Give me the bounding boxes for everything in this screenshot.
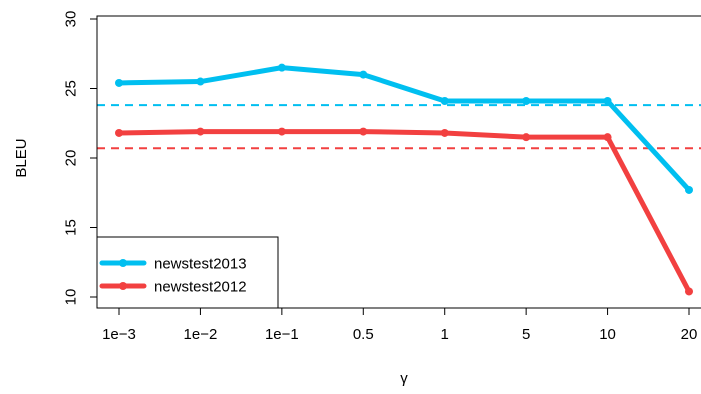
x-tick-label: 1e−1 <box>265 326 299 343</box>
y-tick-label: 20 <box>62 150 79 167</box>
plot-area <box>97 63 701 296</box>
y-tick-label: 25 <box>62 80 79 97</box>
x-tick-label: 1e−3 <box>102 326 136 343</box>
data-point-newstest2012 <box>277 127 286 136</box>
plot-frame <box>96 15 701 309</box>
data-point-newstest2013 <box>277 63 286 72</box>
data-point-newstest2012 <box>196 127 205 136</box>
x-axis-label: γ <box>400 370 408 387</box>
data-point-newstest2013 <box>359 70 368 79</box>
data-point-newstest2012 <box>522 133 531 142</box>
data-point-newstest2013 <box>196 77 205 86</box>
data-point-newstest2013 <box>115 78 123 87</box>
x-tick-label: 0.5 <box>353 326 374 343</box>
data-point-newstest2013 <box>440 97 449 106</box>
data-point-newstest2012 <box>685 287 693 296</box>
legend-box <box>96 236 279 309</box>
data-point-newstest2013 <box>603 97 612 106</box>
y-tick-label: 10 <box>62 289 79 306</box>
data-point-newstest2012 <box>603 133 612 142</box>
data-point-newstest2012 <box>115 128 123 137</box>
legend-swatch-point <box>119 259 127 267</box>
data-point-newstest2012 <box>359 127 368 136</box>
x-tick-label: 10 <box>599 326 616 343</box>
y-tick-label: 30 <box>62 11 79 28</box>
y-tick-label: 15 <box>62 219 79 236</box>
series-line-newstest2013 <box>116 65 692 193</box>
legend-label: newstest2013 <box>154 255 247 272</box>
x-tick-label: 1e−2 <box>184 326 218 343</box>
x-tick-label: 1 <box>441 326 449 343</box>
legend-swatch-point <box>119 282 127 290</box>
x-tick-label: 5 <box>522 326 530 343</box>
data-point-newstest2013 <box>522 97 531 106</box>
data-point-newstest2012 <box>440 128 449 137</box>
x-tick-label: 20 <box>681 326 698 343</box>
legend: newstest2013 newstest2012 <box>96 236 279 309</box>
data-point-newstest2013 <box>685 185 693 194</box>
legend-label: newstest2012 <box>154 278 247 295</box>
series-line-newstest2012 <box>116 129 692 294</box>
y-axis-label: BLEU <box>13 138 30 177</box>
